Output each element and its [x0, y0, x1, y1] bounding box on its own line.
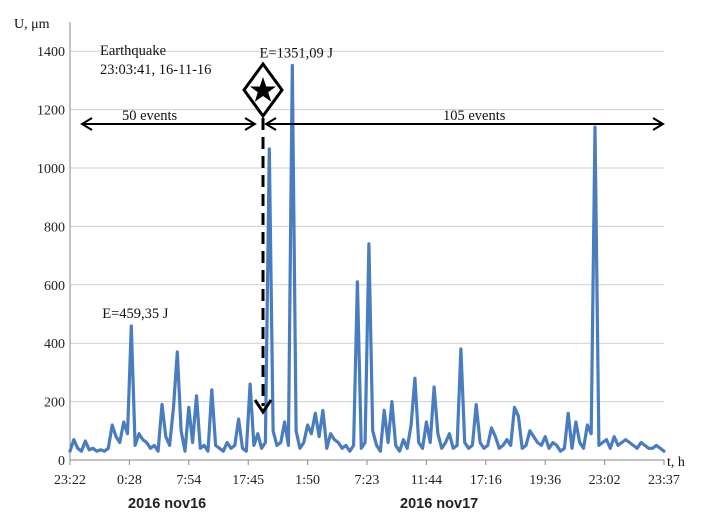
- earthquake-marker: [242, 61, 284, 119]
- series-layer: [68, 63, 666, 453]
- x-tick-label: 1:50: [295, 473, 320, 488]
- x-tick-label: 11:44: [411, 473, 442, 488]
- earthquake-drop-arrow: [253, 118, 273, 415]
- right-span-arrow: [264, 117, 665, 131]
- x-tick-label: 19:36: [529, 473, 561, 488]
- earthquake-title: Earthquake: [100, 43, 166, 59]
- star-icon: [250, 77, 276, 102]
- peak-labels: E=459,35 J E=1351,09 J: [102, 46, 333, 322]
- y-tick-labels: 0 200 400 600 800 1000 1200 1400: [37, 45, 65, 469]
- peak-energy-label: E=1351,09 J: [260, 46, 334, 62]
- x-tick-label: 23:37: [648, 473, 680, 488]
- y-tick-label: 1200: [37, 104, 65, 119]
- y-tick-label: 1400: [37, 45, 65, 60]
- y-tick-label: 800: [44, 220, 65, 235]
- date-label-nov16: 2016 nov16: [128, 496, 206, 512]
- peak-energy-label: E=459,35 J: [102, 306, 169, 322]
- y-tick-label: 0: [58, 454, 65, 469]
- x-tick-label: 7:54: [176, 473, 201, 488]
- y-tick-label: 1000: [37, 162, 65, 177]
- earthquake-time: 23:03:41, 16-11-16: [100, 62, 211, 78]
- x-tick-labels: 23:22 0:28 7:54 17:45 1:50 7:23 11:44 17:16 19:3…: [54, 460, 680, 488]
- x-axis-label: t, h: [667, 455, 685, 470]
- x-tick-label: 17:45: [232, 473, 264, 488]
- y-tick-label: 600: [44, 279, 65, 294]
- y-tick-label: 400: [44, 337, 65, 352]
- x-tick-label: 17:16: [470, 473, 502, 488]
- y-tick-label: 200: [44, 396, 65, 411]
- series-line: [68, 63, 666, 453]
- x-tick-label: 7:23: [355, 473, 380, 488]
- date-label-nov17: 2016 nov17: [400, 496, 478, 512]
- x-tick-label: 23:02: [589, 473, 621, 488]
- y-axis-label: U, μm: [14, 17, 50, 32]
- left-span-label: 50 events: [122, 108, 178, 124]
- right-span-label: 105 events: [443, 108, 506, 124]
- left-span-arrow: [80, 117, 257, 131]
- x-tick-label: 0:28: [117, 473, 142, 488]
- x-tick-label: 23:22: [54, 473, 86, 488]
